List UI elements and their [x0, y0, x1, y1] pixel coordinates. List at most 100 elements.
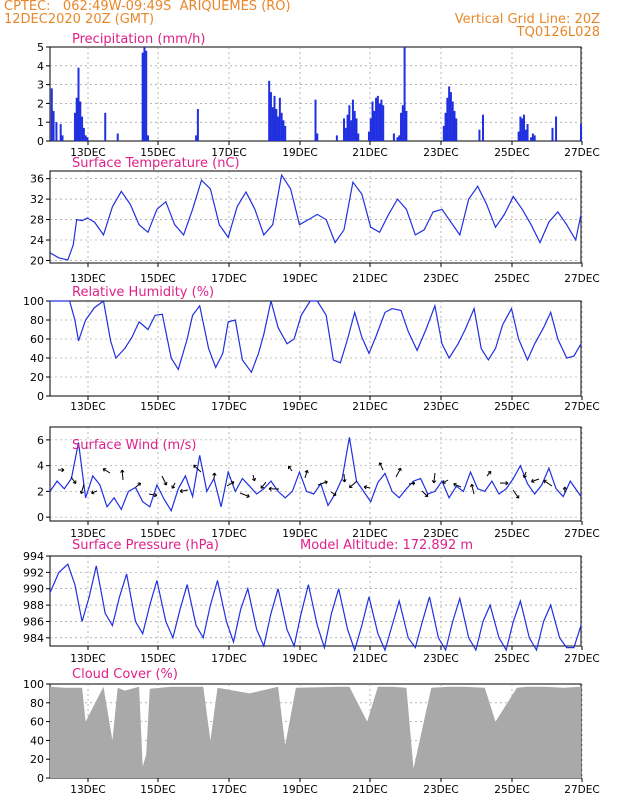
x-tick-label: 13DEC	[70, 528, 105, 540]
wind-arrow-head	[79, 490, 84, 494]
precip-bar	[275, 109, 278, 141]
y-tick-label: 36	[30, 173, 44, 186]
panel-title: Cloud Cover (%)	[72, 667, 178, 682]
precip-bar	[369, 118, 372, 141]
wind-arrow	[512, 489, 520, 499]
precip-bar	[521, 118, 524, 141]
precip-bar	[52, 110, 55, 141]
series-line	[49, 563, 582, 653]
precip-bar	[280, 112, 283, 141]
wind-arrow-head	[61, 467, 65, 473]
x-tick-label: 13DEC	[70, 784, 105, 796]
precip-bar	[353, 110, 356, 141]
wind-arrow	[421, 490, 429, 497]
wind-arrow-head	[120, 469, 125, 473]
wind-arrow	[91, 490, 98, 494]
y-tick-label: 60	[30, 333, 44, 346]
wind-arrow	[330, 491, 337, 496]
x-tick-label: 25DEC	[494, 528, 529, 540]
precip-bar	[401, 105, 404, 141]
wind-arrow	[161, 475, 167, 486]
x-tick-label: 25DEC	[494, 784, 529, 796]
wind-arrow	[453, 483, 462, 488]
wind-arrow-head	[179, 488, 184, 494]
y-tick-label: 2	[37, 485, 44, 498]
wind-arrow	[70, 476, 77, 484]
panel-4	[46, 555, 583, 653]
precip-bar	[346, 114, 349, 141]
panel-annotation: Model Altitude: 172.892 m	[300, 538, 473, 553]
y-tick-label: 1	[37, 116, 44, 129]
wind-arrow	[171, 482, 176, 489]
wind-arrow-head	[424, 493, 429, 498]
precip-bar	[517, 131, 520, 141]
x-tick-label: 21DEC	[352, 147, 387, 159]
x-tick-label: 19DEC	[282, 784, 317, 796]
x-tick-label: 27DEC	[564, 528, 599, 540]
precip-bar	[277, 116, 280, 141]
wind-arrow-head	[90, 490, 95, 495]
x-tick-label: 13DEC	[70, 401, 105, 413]
wind-arrow	[148, 493, 157, 496]
y-tick-label: 0	[37, 390, 44, 403]
wind-arrow	[102, 468, 111, 474]
precip-bar	[519, 116, 522, 141]
precip-bar	[526, 124, 529, 141]
y-tick-label: 2	[37, 97, 44, 110]
precip-bar	[446, 97, 449, 141]
wind-arrow-head	[251, 477, 257, 482]
panel-title: Relative Humidity (%)	[72, 285, 214, 300]
wind-arrow-head	[515, 495, 520, 499]
precip-bar	[453, 110, 456, 141]
x-tick-label: 21DEC	[352, 528, 387, 540]
precip-bar	[116, 133, 119, 141]
wind-arrow-head	[505, 481, 509, 486]
precip-bar	[442, 125, 445, 141]
precip-bar	[195, 135, 198, 141]
wind-arrow-head	[288, 465, 292, 470]
precip-bar	[375, 97, 378, 141]
wind-arrow	[121, 469, 124, 481]
y-tick-label: 80	[30, 697, 44, 710]
precip-bar	[522, 114, 525, 141]
precip-bar	[75, 97, 78, 141]
y-tick-label: 988	[23, 599, 44, 612]
x-tick-label: 27DEC	[564, 401, 599, 413]
precip-bar	[355, 118, 358, 141]
precip-bar	[348, 105, 351, 141]
x-tick-label: 15DEC	[140, 653, 175, 665]
wind-arrow-head	[230, 481, 235, 485]
wind-arrow-head	[431, 480, 437, 484]
x-tick-label: 27DEC	[564, 147, 599, 159]
wind-arrow-head	[304, 469, 309, 474]
precip-bar	[273, 95, 276, 141]
precip-bar	[357, 133, 360, 141]
y-tick-label: 990	[23, 583, 44, 596]
x-tick-label: 21DEC	[352, 401, 387, 413]
x-tick-label: 19DEC	[282, 528, 317, 540]
wind-arrow	[288, 465, 293, 472]
y-tick-label: 40	[30, 734, 44, 747]
y-tick-label: 24	[30, 234, 44, 247]
y-tick-label: 6	[37, 434, 44, 447]
wind-arrow-head	[332, 492, 337, 496]
precip-bar	[455, 118, 458, 141]
wind-arrow	[349, 480, 358, 488]
wind-arrow-head	[260, 485, 265, 489]
x-tick-label: 21DEC	[352, 653, 387, 665]
x-tick-label: 13DEC	[70, 273, 105, 285]
wind-arrow	[260, 481, 267, 489]
wind-arrow-head	[193, 464, 197, 469]
x-tick-label: 25DEC	[494, 653, 529, 665]
precip-bar	[86, 137, 89, 141]
wind-arrow-head	[363, 485, 368, 490]
x-tick-label: 27DEC	[564, 784, 599, 796]
y-tick-label: 0	[37, 511, 44, 524]
y-tick-label: 100	[23, 678, 44, 691]
precip-bar	[335, 135, 338, 141]
x-tick-label: 21DEC	[352, 273, 387, 285]
panel-frame	[49, 555, 582, 647]
wind-arrow-head	[562, 486, 567, 490]
precip-bar	[344, 127, 347, 141]
x-tick-label: 23DEC	[423, 147, 458, 159]
